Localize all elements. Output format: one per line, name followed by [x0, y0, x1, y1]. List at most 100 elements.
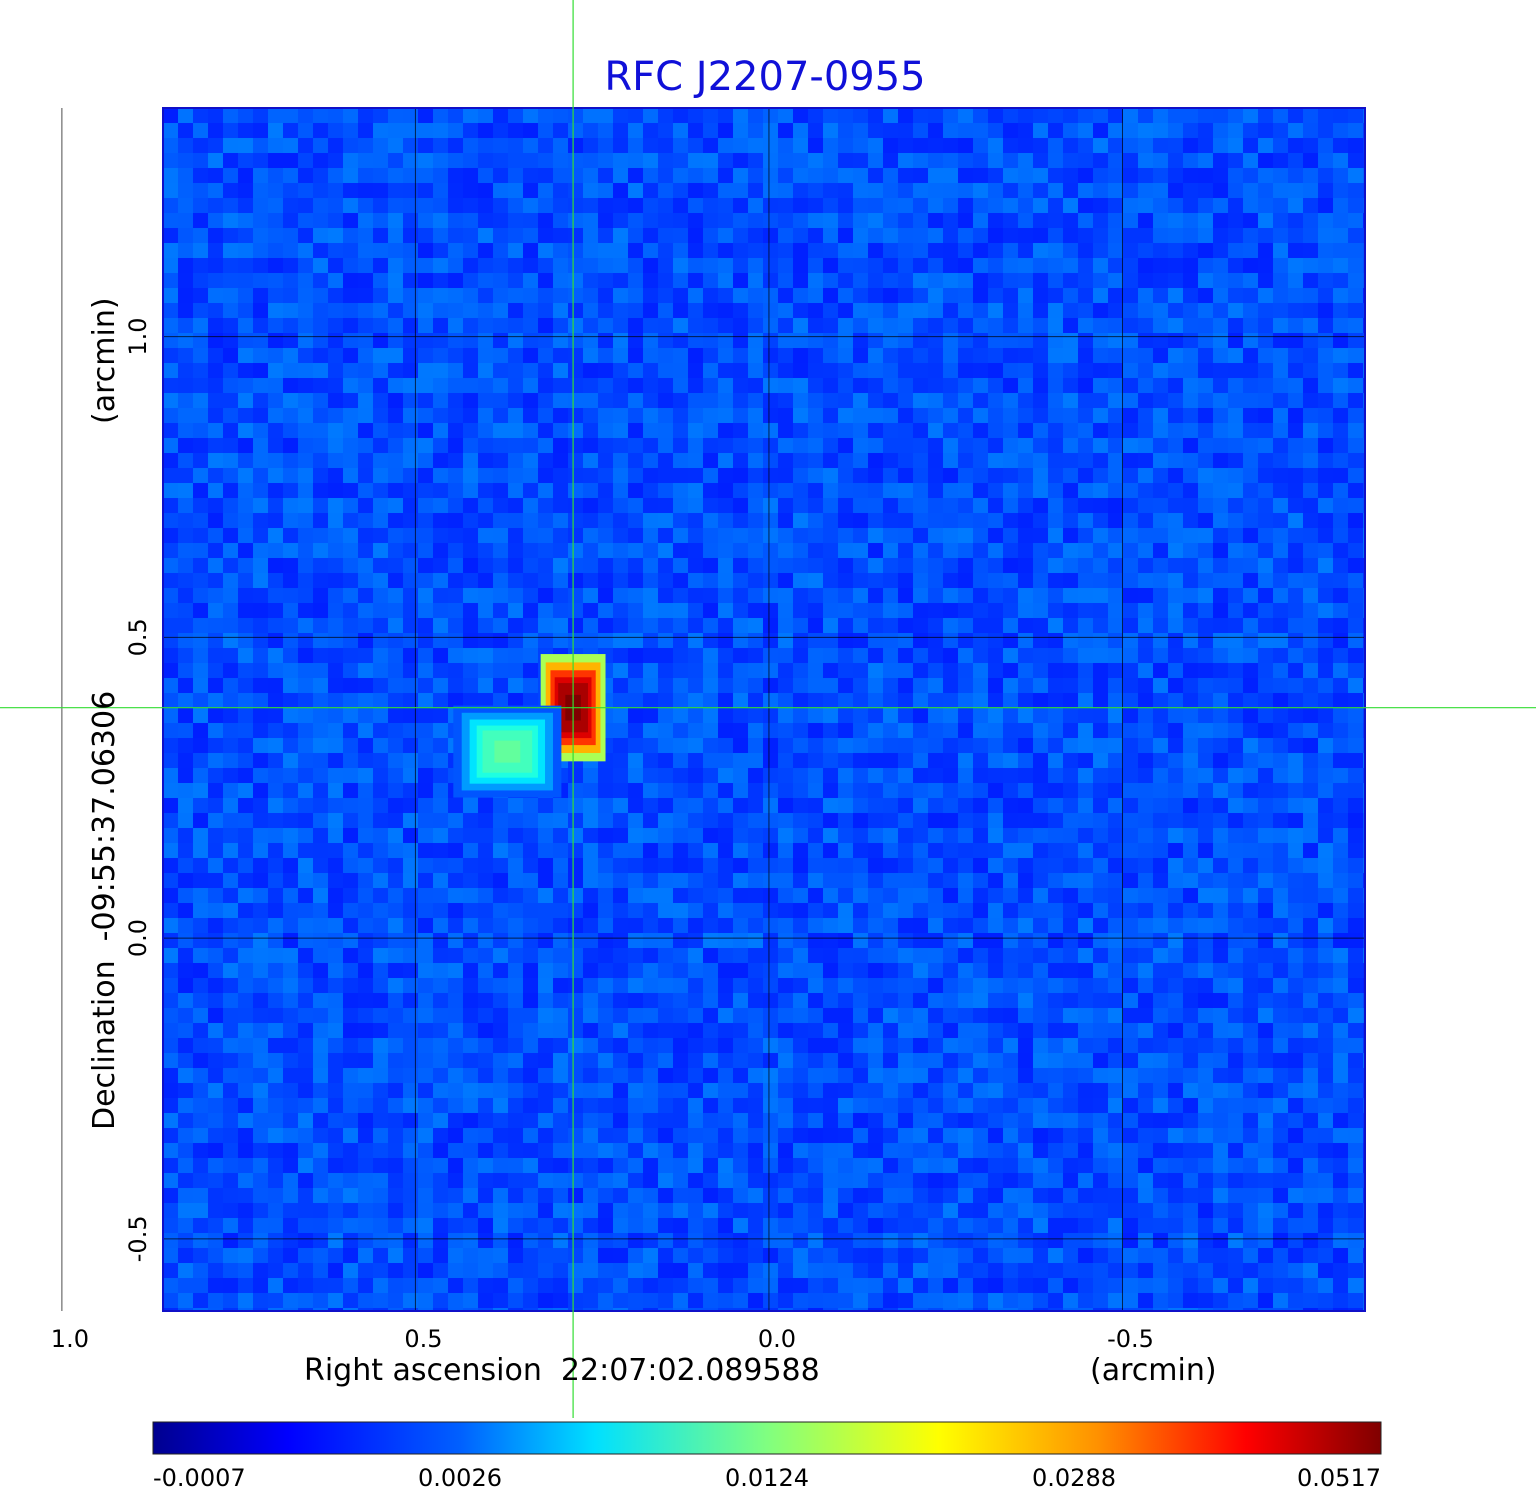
image-pixel — [238, 828, 253, 843]
image-pixel — [943, 978, 958, 993]
image-pixel — [943, 993, 958, 1008]
image-pixel — [1213, 708, 1228, 723]
image-pixel — [913, 918, 928, 933]
image-pixel — [1318, 738, 1333, 753]
image-pixel — [958, 723, 973, 738]
image-pixel — [403, 108, 418, 123]
image-pixel — [643, 693, 658, 708]
image-pixel — [1153, 903, 1168, 918]
image-pixel — [913, 858, 928, 873]
image-pixel — [1063, 798, 1078, 813]
image-pixel — [193, 453, 208, 468]
image-pixel — [1288, 963, 1303, 978]
image-pixel — [853, 813, 868, 828]
image-pixel — [958, 1023, 973, 1038]
image-pixel — [1048, 108, 1063, 123]
image-pixel — [928, 243, 943, 258]
image-pixel — [553, 483, 568, 498]
image-pixel — [523, 618, 538, 633]
image-pixel — [658, 438, 673, 453]
image-pixel — [193, 168, 208, 183]
image-pixel — [1138, 213, 1153, 228]
image-pixel — [793, 108, 808, 123]
image-pixel — [688, 903, 703, 918]
image-pixel — [283, 483, 298, 498]
image-pixel — [1033, 843, 1048, 858]
image-pixel — [673, 498, 688, 513]
image-pixel — [1048, 333, 1063, 348]
image-pixel — [808, 858, 823, 873]
image-pixel — [1183, 693, 1198, 708]
image-pixel — [673, 408, 688, 423]
image-pixel — [868, 693, 883, 708]
image-pixel — [1123, 618, 1138, 633]
image-pixel — [418, 288, 433, 303]
image-pixel — [883, 453, 898, 468]
image-pixel — [1063, 738, 1078, 753]
image-pixel — [643, 453, 658, 468]
image-pixel — [778, 258, 793, 273]
image-pixel — [328, 693, 343, 708]
image-pixel — [1138, 933, 1153, 948]
image-pixel — [388, 873, 403, 888]
image-pixel — [1063, 948, 1078, 963]
image-pixel — [1123, 348, 1138, 363]
image-pixel — [1258, 708, 1273, 723]
image-pixel — [1063, 468, 1078, 483]
image-pixel — [763, 633, 778, 648]
image-pixel — [688, 768, 703, 783]
image-pixel — [1108, 978, 1123, 993]
image-pixel — [178, 468, 193, 483]
image-pixel — [1333, 588, 1348, 603]
image-pixel — [1168, 333, 1183, 348]
image-pixel — [748, 273, 763, 288]
image-pixel — [913, 963, 928, 978]
image-pixel — [493, 183, 508, 198]
image-pixel — [1198, 468, 1213, 483]
image-pixel — [793, 903, 808, 918]
image-pixel — [493, 873, 508, 888]
image-pixel — [598, 1023, 613, 1038]
image-pixel — [538, 423, 553, 438]
image-pixel — [1303, 243, 1318, 258]
image-pixel — [763, 468, 778, 483]
image-pixel — [223, 648, 238, 663]
image-pixel — [583, 618, 598, 633]
image-pixel — [658, 393, 673, 408]
image-pixel — [238, 843, 253, 858]
image-pixel — [1108, 768, 1123, 783]
image-pixel — [1333, 543, 1348, 558]
image-pixel — [1048, 993, 1063, 1008]
image-pixel — [973, 153, 988, 168]
image-pixel — [913, 258, 928, 273]
image-pixel — [283, 753, 298, 768]
image-pixel — [973, 738, 988, 753]
image-pixel — [373, 768, 388, 783]
image-pixel — [718, 603, 733, 618]
image-pixel — [1108, 498, 1123, 513]
image-pixel — [763, 363, 778, 378]
image-pixel — [1033, 363, 1048, 378]
image-pixel — [163, 363, 178, 378]
image-pixel — [883, 588, 898, 603]
image-pixel — [1018, 588, 1033, 603]
image-pixel — [1213, 438, 1228, 453]
image-pixel — [1183, 438, 1198, 453]
image-pixel — [688, 573, 703, 588]
image-pixel — [178, 333, 193, 348]
image-pixel — [808, 783, 823, 798]
image-pixel — [973, 273, 988, 288]
image-pixel — [733, 318, 748, 333]
image-pixel — [208, 693, 223, 708]
image-pixel — [988, 828, 1003, 843]
image-pixel — [1153, 348, 1168, 363]
image-pixel — [793, 138, 808, 153]
image-pixel — [718, 333, 733, 348]
image-pixel — [883, 678, 898, 693]
image-pixel — [1063, 453, 1078, 468]
image-pixel — [358, 333, 373, 348]
image-pixel — [673, 828, 688, 843]
image-pixel — [223, 993, 238, 1008]
image-pixel — [853, 768, 868, 783]
image-pixel — [1093, 948, 1108, 963]
